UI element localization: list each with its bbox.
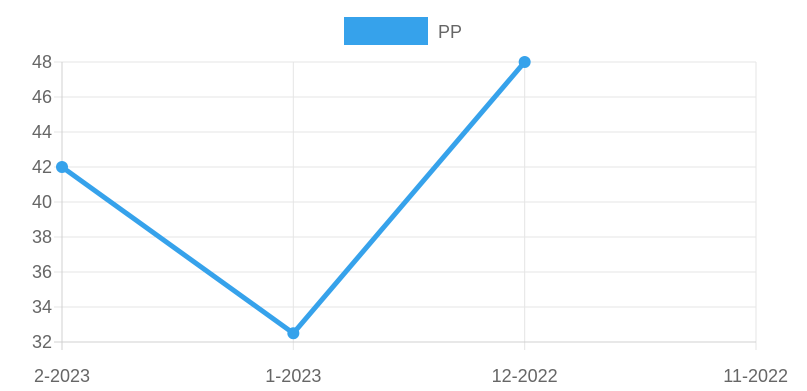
x-tick-label: 11-2022 [723, 366, 788, 386]
y-tick-label: 44 [32, 122, 52, 142]
legend[interactable]: PP [344, 17, 462, 45]
series-pp [56, 56, 531, 340]
y-tick-label: 36 [32, 262, 52, 282]
y-tick-label: 40 [32, 192, 52, 212]
y-axis-ticks: 32 34 36 38 40 42 44 46 48 [32, 52, 52, 352]
legend-swatch-pp [344, 17, 428, 45]
legend-label-pp: PP [438, 22, 462, 42]
y-tick-label: 42 [32, 157, 52, 177]
y-tick-label: 38 [32, 227, 52, 247]
data-point-pp[interactable] [56, 161, 68, 173]
x-tick-label: 1-2023 [265, 366, 321, 386]
y-tick-label: 46 [32, 87, 52, 107]
x-tick-label: 2-2023 [34, 366, 90, 386]
data-point-pp[interactable] [518, 56, 531, 68]
data-point-pp[interactable] [287, 327, 300, 340]
y-tick-label: 32 [32, 332, 52, 352]
y-tick-label: 48 [32, 52, 52, 72]
y-tick-label: 34 [32, 297, 52, 317]
x-axis-ticks: 2-2023 1-2023 12-2022 11-2022 [34, 366, 788, 386]
x-tick-label: 12-2022 [492, 366, 558, 386]
